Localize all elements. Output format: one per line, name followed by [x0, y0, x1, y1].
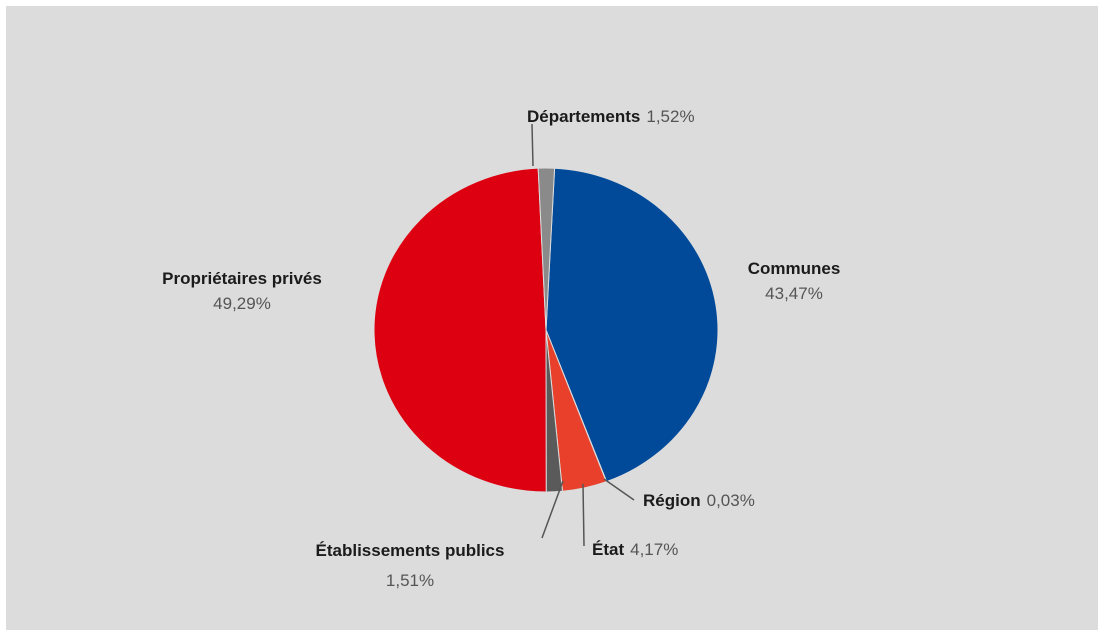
chart-background: Départements 1,52% Communes 43,47% Propri… [6, 6, 1098, 630]
leader-lines [531, 123, 635, 547]
label-communes-name: Communes [748, 259, 841, 278]
label-proprietaires-value: 49,29% [213, 294, 271, 313]
pie-chart: Départements 1,52% Communes 43,47% Propri… [162, 107, 841, 590]
label-proprietaires-name: Propriétaires privés [162, 269, 322, 288]
pie-slice-departements [537, 167, 556, 331]
label-communes-value: 43,47% [765, 284, 823, 303]
pie-slice-communes [545, 167, 719, 483]
leader-line-region [603, 478, 635, 501]
leader-line-etat [582, 483, 585, 547]
pie-slices [373, 167, 719, 493]
leader-line-departements [531, 123, 534, 167]
label-etat: État 4,17% [592, 540, 678, 559]
label-region: Région 0,03% [643, 491, 755, 510]
pie-slice-proprietaires-prives [373, 167, 547, 493]
label-etablissements-value: 1,51% [386, 571, 434, 590]
label-departements: Départements 1,52% [527, 107, 695, 126]
leader-line-etablissements [541, 480, 564, 539]
label-etablissements-name: Établissements publics [316, 541, 505, 560]
